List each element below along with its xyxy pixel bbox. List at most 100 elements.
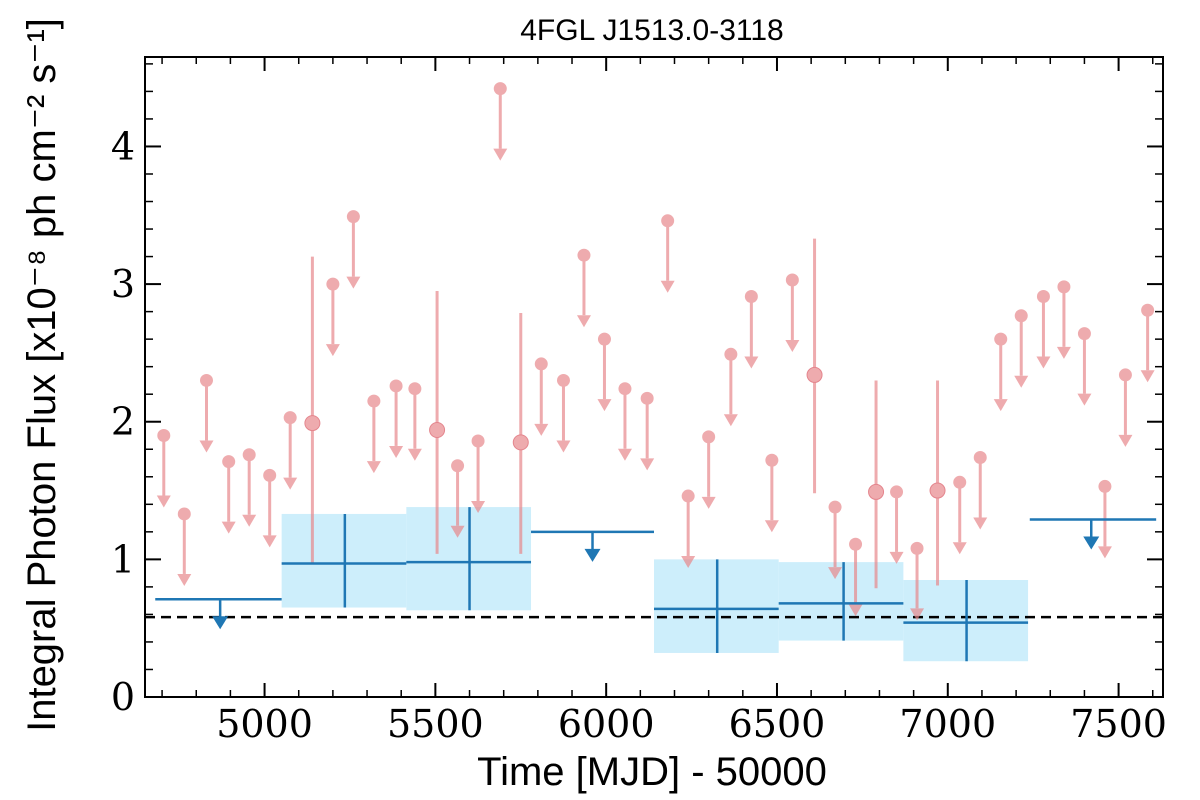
upper-limit-point [177, 507, 191, 521]
upper-limit-point [534, 357, 548, 371]
fine-upper-limit [640, 391, 655, 471]
upper-limit-arrow [156, 495, 171, 508]
upper-limit-point [326, 277, 340, 291]
fine-detection [304, 256, 321, 564]
fine-upper-limit [556, 373, 571, 453]
upper-limit-arrow [584, 548, 601, 562]
detection-point [512, 434, 529, 451]
axes-frame [144, 56, 1164, 698]
fine-detection [512, 313, 529, 554]
upper-limit-arrow [848, 604, 863, 617]
x-tick-label: 5500 [387, 702, 484, 746]
fine-upper-limit [973, 451, 988, 530]
upper-limit-arrow [366, 461, 381, 474]
fine-upper-limit [450, 459, 465, 538]
upper-limit-arrow [199, 440, 214, 453]
upper-limit-point [408, 382, 422, 396]
fine-upper-limit [242, 448, 257, 527]
fine-upper-limit [993, 332, 1008, 412]
fine-upper-limit [407, 382, 422, 461]
upper-limit-arrow [1036, 356, 1051, 369]
upper-limit-arrow [325, 344, 340, 357]
upper-limit-point [1077, 327, 1091, 341]
fine-upper-limit [389, 379, 404, 458]
upper-limit-point [890, 485, 904, 499]
upper-limit-arrow [450, 525, 465, 538]
upper-limit-arrow [1083, 536, 1100, 550]
y-tick-label: 3 [111, 262, 135, 306]
upper-limit-arrow [471, 501, 486, 513]
upper-limit-point [451, 459, 465, 473]
upper-limit-point [1141, 303, 1155, 317]
fine-upper-limit [1014, 309, 1029, 388]
fine-detection [929, 380, 946, 586]
upper-limit-arrow [723, 414, 738, 427]
x-tick-label: 5000 [216, 702, 313, 746]
upper-limit-arrow [1118, 434, 1133, 447]
upper-limit-arrow [660, 280, 675, 293]
upper-limit-point [1118, 368, 1132, 382]
fine-upper-limit [325, 277, 340, 357]
upper-limit-point [973, 451, 987, 465]
upper-limit-arrow [1014, 375, 1029, 388]
fine-upper-limit [701, 430, 716, 509]
upper-limit-point [1057, 280, 1071, 294]
coarse-error-band [778, 562, 904, 641]
fine-upper-limit [764, 453, 779, 533]
upper-limit-arrow [389, 445, 404, 458]
upper-limit-arrow [212, 616, 229, 630]
upper-limit-arrow [597, 399, 612, 412]
upper-limit-arrow [744, 356, 759, 369]
upper-limit-arrow [1056, 346, 1071, 359]
fine-upper-limit [617, 382, 632, 461]
upper-limit-point [849, 537, 863, 551]
upper-limit-arrow [262, 535, 277, 548]
y-tick-label: 2 [111, 400, 135, 444]
upper-limit-arrow [828, 567, 843, 580]
fine-upper-limit [660, 214, 675, 293]
upper-limit-arrow [346, 276, 361, 289]
fine-upper-limit [283, 411, 298, 490]
tick-labels: 5000 5500 6000 6500 7000 7500 0 1 2 3 4 [111, 124, 1167, 746]
upper-limit-arrow [617, 448, 632, 461]
x-tick-label: 7000 [899, 702, 996, 746]
chart-title: 4FGL J1513.0-3118 [520, 14, 784, 47]
x-axis-label: Time [MJD] - 50000 [477, 750, 827, 794]
x-tick-label: 6000 [558, 702, 655, 746]
detection-point [304, 415, 321, 432]
fine-upper-limit [366, 394, 381, 474]
upper-limit-point [199, 373, 213, 387]
upper-limit-point [283, 411, 297, 425]
coarse-detection [778, 562, 904, 641]
upper-limit-arrow [952, 542, 967, 555]
upper-limit-arrow [681, 556, 696, 569]
upper-limit-point [828, 500, 842, 514]
upper-limit-arrow [221, 521, 236, 534]
fine-series-layer [156, 82, 1155, 621]
fine-upper-limit [681, 489, 696, 569]
upper-limit-arrow [1097, 546, 1112, 559]
upper-limit-point [1036, 289, 1050, 303]
upper-limit-point [661, 214, 675, 228]
y-tick-label: 0 [111, 675, 135, 719]
coarse-upper-limit [531, 530, 654, 562]
fine-upper-limit [1056, 280, 1071, 359]
upper-limit-point [702, 430, 716, 444]
upper-limit-point [618, 382, 632, 396]
fine-upper-limit [493, 82, 508, 161]
fine-detection [429, 290, 446, 554]
upper-limit-point [577, 248, 591, 262]
coarse-upper-limit [1029, 518, 1157, 550]
fine-upper-limit [597, 332, 612, 412]
upper-limit-arrow [640, 458, 655, 471]
coarse-upper-limit [155, 598, 282, 630]
upper-limit-arrow [701, 496, 716, 509]
upper-limit-point [910, 541, 924, 555]
upper-limit-arrow [283, 477, 298, 490]
fine-upper-limit [744, 289, 759, 369]
fine-upper-limit [828, 500, 843, 580]
upper-limit-arrow [534, 423, 549, 436]
fine-upper-limit [952, 475, 967, 555]
y-axis-label: Integral Photon Flux [x10⁻⁸ ph cm⁻² s⁻¹] [20, 18, 64, 732]
